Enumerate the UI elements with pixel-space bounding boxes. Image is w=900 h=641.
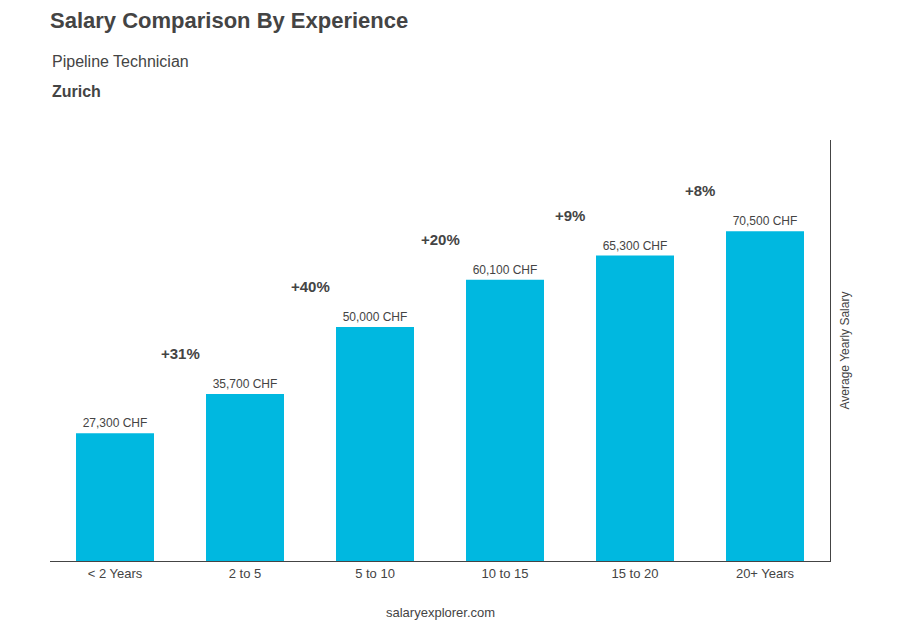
svg-text:15 to 20: 15 to 20 — [612, 566, 659, 581]
svg-text:salaryexplorer.com: salaryexplorer.com — [386, 605, 495, 620]
svg-text:+8%: +8% — [685, 182, 715, 199]
svg-text:5 to 10: 5 to 10 — [355, 566, 395, 581]
svg-text:35,700 CHF: 35,700 CHF — [213, 377, 278, 391]
svg-text:50,000 CHF: 50,000 CHF — [343, 310, 408, 324]
svg-text:20+ Years: 20+ Years — [736, 566, 795, 581]
svg-text:2 to 5: 2 to 5 — [229, 566, 262, 581]
svg-text:< 2 Years: < 2 Years — [88, 566, 143, 581]
svg-text:10 to 15: 10 to 15 — [482, 566, 529, 581]
svg-text:Average Yearly Salary: Average Yearly Salary — [838, 292, 852, 410]
svg-text:Zurich: Zurich — [52, 83, 101, 100]
svg-text:60,100 CHF: 60,100 CHF — [473, 263, 538, 277]
svg-text:65,300 CHF: 65,300 CHF — [603, 239, 668, 253]
svg-text:+40%: +40% — [291, 278, 330, 295]
svg-text:+31%: +31% — [161, 345, 200, 362]
svg-text:27,300 CHF: 27,300 CHF — [83, 416, 148, 430]
svg-text:Pipeline Technician: Pipeline Technician — [52, 53, 189, 70]
svg-text:+20%: +20% — [421, 231, 460, 248]
svg-text:+9%: +9% — [555, 207, 585, 224]
svg-text:70,500 CHF: 70,500 CHF — [733, 214, 798, 228]
svg-text:Salary Comparison By Experienc: Salary Comparison By Experience — [50, 8, 408, 33]
